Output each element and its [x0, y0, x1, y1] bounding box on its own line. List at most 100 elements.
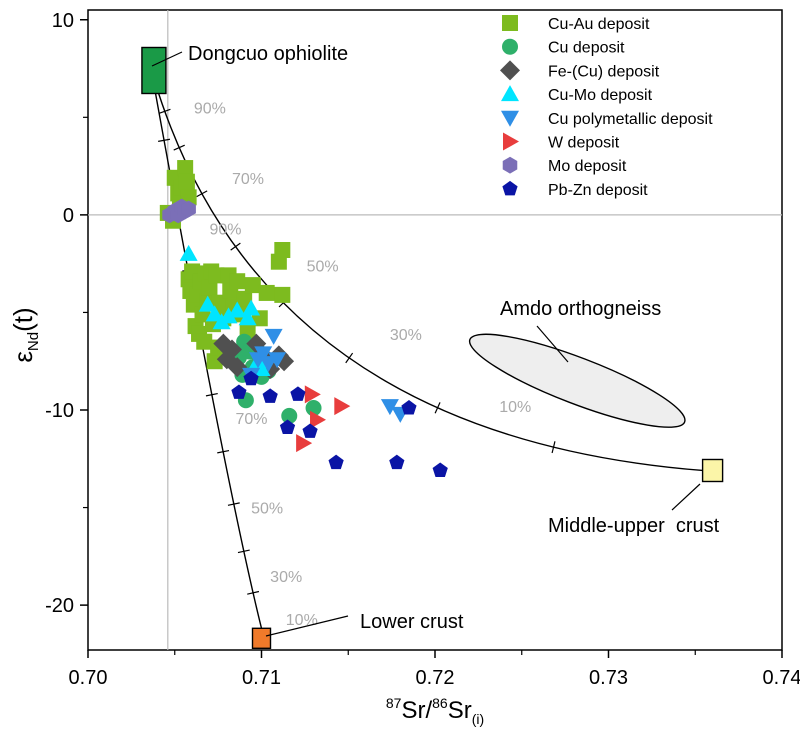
y-axis-ticks: 10 0 -10 -20 [45, 10, 88, 617]
mixing-tick [247, 590, 260, 595]
legend-marker-cu-deposit [502, 38, 518, 55]
cu-polymetallic-deposit-point [264, 328, 283, 345]
x-axis-sub: (i) [472, 711, 484, 727]
dongcuo-ophiolite-label: Dongcuo ophiolite [188, 43, 348, 65]
mixing-tick [345, 352, 354, 364]
x-axis-title: 87Sr/86Sr(i) [386, 695, 484, 727]
mixing-percent-label: 50% [307, 259, 339, 276]
legend-label-cu-au-deposit: Cu-Au deposit [548, 16, 650, 33]
w-deposit-point [334, 397, 351, 416]
cu-au-deposit-point [258, 284, 275, 301]
cu-mo-deposit-point [228, 301, 247, 318]
legend-label-fe-cu-deposit: Fe-(Cu) deposit [548, 63, 660, 80]
legend-marker-cu-polymetallic-deposit [501, 110, 519, 127]
y-tick-label: 10 [52, 10, 74, 32]
y-axis-tail: (t) [8, 307, 38, 332]
pb-zn-deposit-point [290, 386, 306, 401]
legend-label-w-deposit: W deposit [548, 135, 620, 152]
cu-au-deposit-point [244, 277, 261, 294]
mixing-percent-label: 50% [251, 501, 283, 518]
y-tick-label: -20 [45, 595, 74, 617]
w-deposit-point [304, 385, 321, 404]
cu-mo-deposit-point [198, 295, 217, 312]
data-points [159, 160, 448, 477]
cu-mo-deposit-point [238, 309, 257, 326]
cu-deposit-point [281, 407, 298, 424]
cu-polymetallic-deposit-point [380, 399, 399, 416]
x-tick-label: 0.71 [242, 667, 281, 689]
pb-zn-deposit-point [302, 423, 318, 438]
mixing-percent-label: 30% [390, 327, 422, 344]
cu-deposit-point [305, 400, 322, 417]
end-member-dongcuo-ophiolite [141, 46, 167, 95]
end-member-lower-crust [251, 627, 272, 649]
mixing-curve-labels: 90% 70% 50% 30% 10% 90% 70% 50% 30% 10% [194, 101, 531, 629]
legend-marker-pb-zn-deposit [502, 180, 518, 196]
y-axis-title: εNd(t) [8, 307, 42, 362]
y-axis-sub: Nd [25, 332, 42, 351]
x-axis-mid: Sr/ [401, 697, 432, 724]
pb-zn-deposit-point [231, 384, 247, 399]
legend-marker-mo-deposit [502, 156, 518, 174]
mixing-tick [551, 441, 556, 454]
middle-upper-crust-label-leader [671, 483, 701, 511]
mixing-percent-label: 70% [235, 411, 267, 428]
x-tick-label: 0.73 [589, 667, 628, 689]
y-tick-label: 0 [63, 205, 74, 227]
mixing-percent-label: 70% [232, 171, 264, 188]
mixing-tick [158, 138, 171, 142]
legend-marker-cu-au-deposit [502, 15, 518, 31]
cu-polymetallic-deposit-point [254, 346, 273, 363]
amdo-label-leader [536, 325, 569, 363]
w-deposit-point [296, 434, 313, 453]
cu-au-deposit-point [274, 286, 291, 303]
mixing-tick [217, 449, 230, 454]
y-axis-main: ε [8, 351, 38, 363]
cu-mo-deposit-point [219, 307, 238, 324]
fe-cu-deposit-point [227, 357, 248, 378]
w-deposit-point [310, 410, 327, 429]
mixing-percent-label: 10% [499, 399, 531, 416]
amdo-orthogneiss-label: Amdo orthogneiss [500, 298, 661, 320]
legend-label-cu-mo-deposit: Cu-Mo deposit [548, 87, 653, 104]
mixing-percent-label: 90% [194, 101, 226, 118]
mixing-tick [230, 242, 241, 251]
cu-au-deposit-point [274, 242, 291, 258]
cu-au-deposit-point [196, 333, 213, 350]
legend: Cu-Au deposit Cu deposit Fe-(Cu) deposit Cu… [500, 15, 713, 199]
legend-label-cu-deposit: Cu deposit [548, 40, 625, 57]
cu-au-deposit-point [177, 160, 194, 177]
x-tick-label: 0.70 [69, 667, 108, 689]
legend-marker-cu-mo-deposit [501, 85, 519, 102]
pb-zn-deposit-point [279, 419, 296, 435]
mixing-tick [205, 392, 218, 397]
pb-zn-deposit-point [243, 370, 259, 386]
legend-marker-w-deposit [503, 132, 519, 151]
lower-crust-label-leader [265, 615, 349, 637]
mixing-tick [237, 549, 250, 554]
legend-marker-fe-cu-deposit [500, 60, 520, 81]
middle-upper-crust-label: Middle-upper crust [548, 515, 720, 537]
legend-label-cu-polymetallic-deposit: Cu polymetallic deposit [548, 111, 713, 128]
cu-mo-deposit-point [179, 244, 198, 261]
mixing-tick [173, 144, 185, 151]
pb-zn-deposit-point [328, 454, 344, 470]
legend-label-mo-deposit: Mo deposit [548, 158, 627, 175]
lower-crust-label: Lower crust [360, 611, 464, 633]
dongcuo-label-leader [151, 51, 183, 67]
mixing-tick [227, 502, 240, 506]
mixing-tick [158, 108, 171, 114]
y-tick-label: -10 [45, 400, 74, 422]
fe-cu-deposit-point [222, 339, 243, 360]
pb-zn-deposit-point [401, 400, 417, 415]
x-axis-base: Sr [448, 697, 472, 724]
mixing-tick [196, 190, 208, 198]
pb-zn-deposit-point [262, 388, 278, 403]
amdo-orthogneiss-field [468, 333, 686, 428]
mixing-percent-label: 90% [209, 222, 241, 239]
cu-au-deposit-point [229, 273, 246, 290]
mo-deposit-point [181, 200, 196, 218]
cu-mo-deposit-point [242, 299, 261, 316]
cu-au-deposit-point [178, 173, 195, 190]
